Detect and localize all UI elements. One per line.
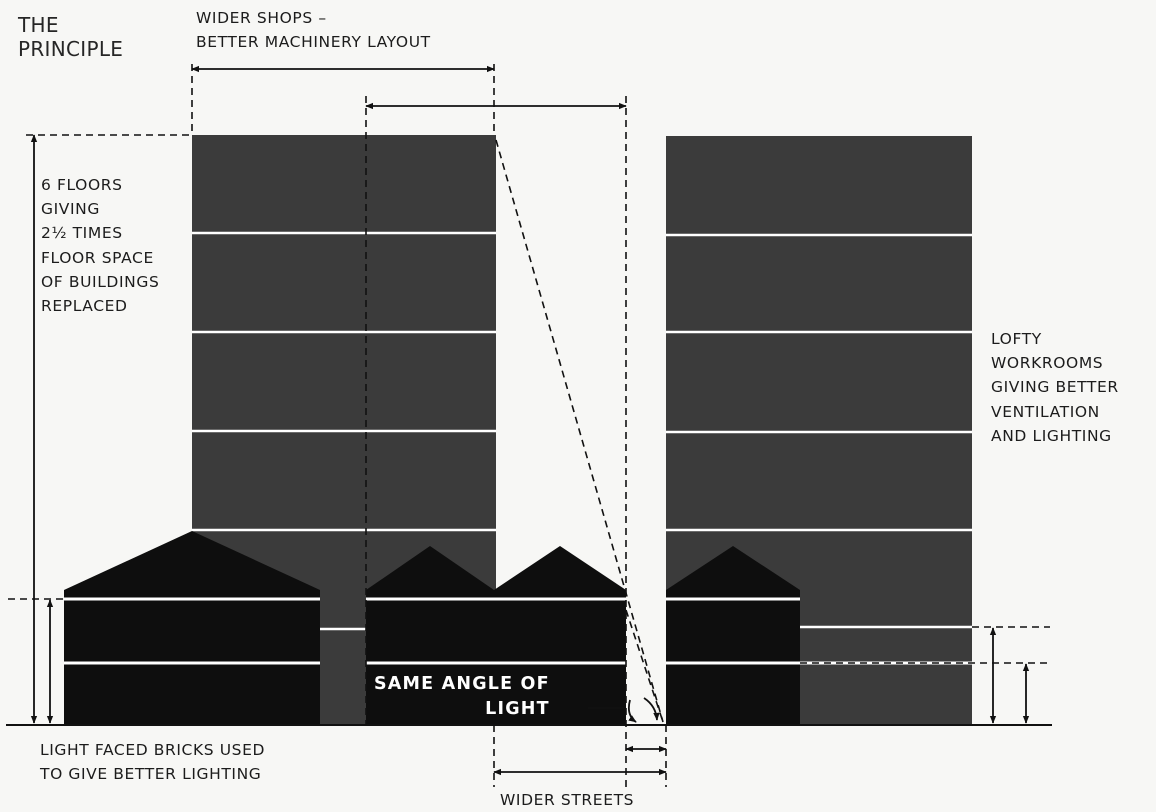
same-angle-label: SAME ANGLE OF LIGHT xyxy=(374,674,550,719)
wider-shops-label: WIDER SHOPS – BETTER MACHINERY LAYOUT xyxy=(196,9,431,52)
six-floors-label: 6 FLOORS GIVING 2½ TIMES FLOOR SPACE OF … xyxy=(41,176,160,316)
lofty-workrooms-label: LOFTY WORKROOMS GIVING BETTER VENTILATIO… xyxy=(991,330,1119,445)
diagram-title: THE PRINCIPLE xyxy=(18,13,124,61)
angle-arc-old xyxy=(627,699,637,723)
wider-streets-label: WIDER STREETS xyxy=(500,791,635,809)
old-buildings xyxy=(64,531,972,725)
angle-arc-new xyxy=(643,697,660,721)
light-bricks-label: LIGHT FACED BRICKS USED TO GIVE BETTER L… xyxy=(40,741,266,784)
dimension-arrows xyxy=(30,65,1030,776)
